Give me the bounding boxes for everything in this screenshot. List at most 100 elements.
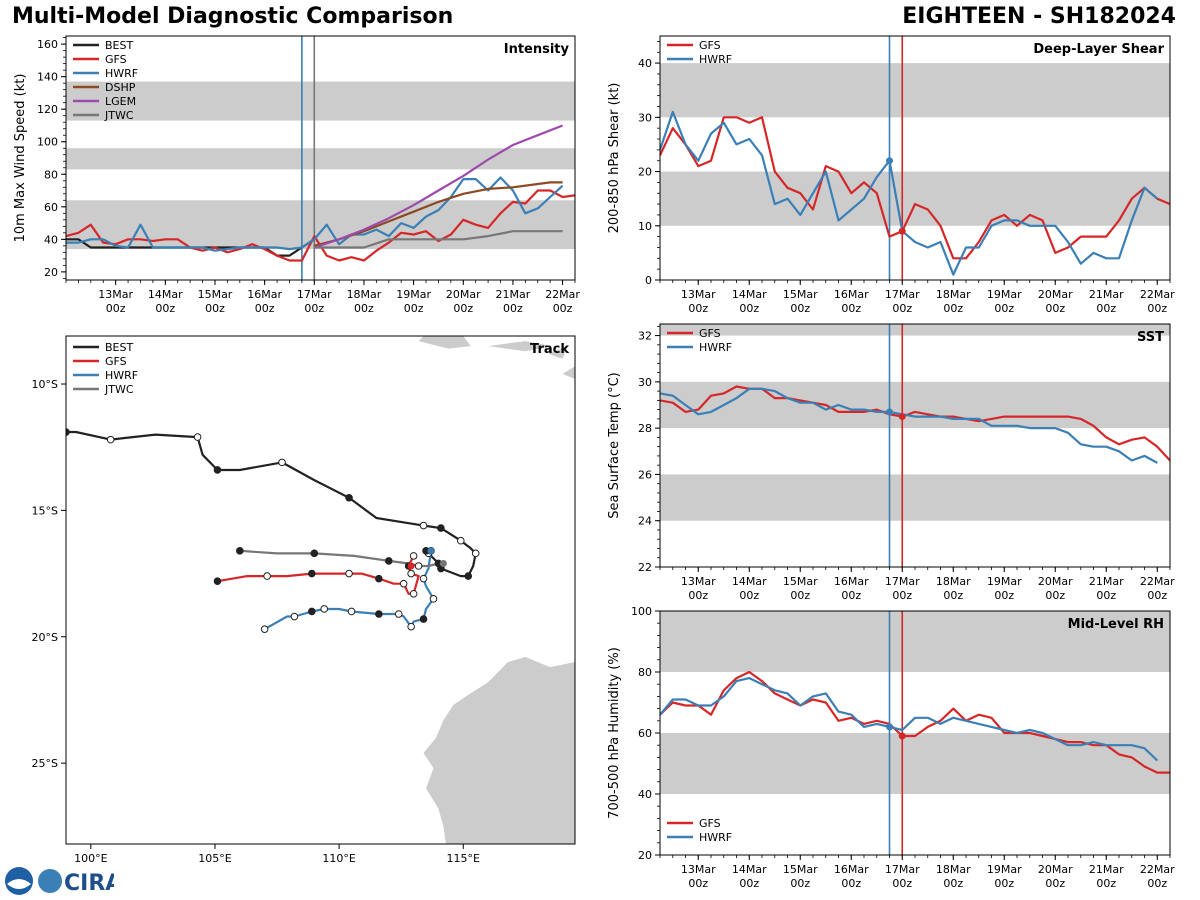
x-tick-hour-label: 00z bbox=[994, 877, 1014, 890]
land-island bbox=[418, 336, 471, 349]
threshold-band bbox=[66, 81, 575, 121]
x-tick-date-label: 17Mar bbox=[297, 288, 332, 301]
series-line-hwrf bbox=[66, 176, 564, 252]
x-tick-hour-label: 00z bbox=[453, 302, 473, 315]
track-point-best bbox=[213, 466, 222, 474]
legend-label-jtwc: JTWC bbox=[104, 109, 134, 122]
x-tick-date-label: 18Mar bbox=[936, 288, 971, 301]
track-point-hwrf bbox=[394, 610, 403, 618]
track-point-hwrf bbox=[375, 610, 383, 618]
legend-label-gfs: GFS bbox=[105, 355, 127, 368]
track-point-jtwc bbox=[384, 557, 393, 565]
y-axis-label: Sea Surface Temp (°C) bbox=[607, 372, 622, 519]
legend-label-gfs: GFS bbox=[105, 53, 127, 66]
series-line-hwrf bbox=[660, 110, 1159, 276]
lat-tick-label: 15°S bbox=[32, 504, 58, 517]
gfs-init-marker bbox=[898, 732, 906, 740]
y-tick-label: 40 bbox=[638, 57, 652, 70]
track-point-jtwc bbox=[310, 549, 319, 558]
legend-label-hwrf: HWRF bbox=[699, 341, 732, 354]
threshold-band bbox=[660, 63, 1170, 118]
hwrf-init-marker bbox=[886, 408, 893, 416]
x-tick-date-label: 13Mar bbox=[681, 575, 716, 588]
y-tick-label: 30 bbox=[638, 376, 652, 389]
x-tick-hour-label: 00z bbox=[1045, 302, 1065, 315]
globe-icon bbox=[38, 869, 62, 893]
legend-label-gfs: GFS bbox=[699, 817, 721, 830]
rh-panel: 2040608010013Mar00z14Mar00z15Mar00z16Mar… bbox=[607, 605, 1175, 890]
legend-label-jtwc: JTWC bbox=[104, 383, 134, 396]
x-tick-hour-label: 00z bbox=[1147, 302, 1167, 315]
x-tick-hour-label: 00z bbox=[841, 877, 861, 890]
x-tick-hour-label: 00z bbox=[892, 589, 912, 602]
track-point-hwrf bbox=[320, 605, 329, 613]
x-tick-hour-label: 00z bbox=[255, 302, 275, 315]
x-tick-date-label: 13Mar bbox=[98, 288, 133, 301]
track-point-hwrf bbox=[419, 615, 428, 623]
x-tick-hour-label: 00z bbox=[106, 302, 126, 315]
lat-tick-label: 10°S bbox=[32, 378, 58, 391]
track-point-gfs bbox=[308, 569, 316, 578]
track-point-hwrf bbox=[429, 595, 438, 603]
x-tick-date-label: 14Mar bbox=[732, 575, 767, 588]
x-tick-date-label: 20Mar bbox=[1038, 863, 1073, 876]
y-tick-label: 28 bbox=[638, 422, 652, 435]
x-tick-hour-label: 00z bbox=[155, 302, 175, 315]
track-plot-area bbox=[66, 336, 575, 844]
x-tick-date-label: 20Mar bbox=[1038, 288, 1073, 301]
y-tick-label: 100 bbox=[631, 605, 652, 618]
threshold-band bbox=[66, 200, 575, 250]
y-tick-label: 120 bbox=[37, 103, 58, 116]
y-tick-label: 20 bbox=[44, 266, 58, 279]
x-tick-date-label: 17Mar bbox=[885, 288, 920, 301]
y-tick-label: 30 bbox=[638, 111, 652, 124]
x-tick-date-label: 21Mar bbox=[1089, 575, 1124, 588]
x-tick-date-label: 19Mar bbox=[396, 288, 431, 301]
rh-frame bbox=[659, 610, 1171, 856]
rh-plot-area bbox=[660, 611, 1170, 855]
x-tick-hour-label: 00z bbox=[1147, 877, 1167, 890]
legend-label-gfs: GFS bbox=[699, 327, 721, 340]
x-tick-date-label: 20Mar bbox=[1038, 575, 1073, 588]
x-tick-date-label: 14Mar bbox=[732, 288, 767, 301]
legend-label-gfs: GFS bbox=[699, 39, 721, 52]
track-point-gfs bbox=[345, 569, 353, 578]
legend-label-best: BEST bbox=[105, 39, 133, 52]
track-point-best bbox=[106, 435, 115, 444]
x-tick-hour-label: 00z bbox=[994, 589, 1014, 602]
x-tick-date-label: 16Mar bbox=[834, 288, 869, 301]
jtwc-start-marker bbox=[439, 559, 447, 567]
noaa-cira-logo-icon: CIRA bbox=[5, 867, 114, 896]
threshold-band bbox=[660, 611, 1170, 672]
storm-id-title: EIGHTEEN - SH182024 bbox=[902, 4, 1176, 29]
y-tick-label: 20 bbox=[638, 166, 652, 179]
x-tick-hour-label: 00z bbox=[503, 302, 523, 315]
intensity-plot-area bbox=[66, 36, 575, 280]
sst-frame bbox=[659, 323, 1171, 568]
track-point-gfs bbox=[375, 574, 383, 583]
x-tick-hour-label: 00z bbox=[688, 589, 708, 602]
x-tick-date-label: 15Mar bbox=[783, 575, 818, 588]
hwrf-start-marker bbox=[427, 547, 435, 555]
track-point-gfs bbox=[213, 577, 222, 585]
y-tick-label: 100 bbox=[37, 136, 58, 149]
intensity-panel-title: Intensity bbox=[504, 42, 570, 57]
track-point-jtwc bbox=[236, 547, 244, 555]
x-tick-hour-label: 00z bbox=[1096, 302, 1116, 315]
lon-tick-label: 115°E bbox=[447, 852, 480, 865]
x-tick-date-label: 19Mar bbox=[987, 288, 1022, 301]
legend-label-hwrf: HWRF bbox=[699, 831, 732, 844]
shear-panel: 01020304013Mar00z14Mar00z15Mar00z16Mar00… bbox=[607, 35, 1175, 315]
series-line-gfs bbox=[660, 116, 1170, 260]
lon-tick-label: 100°E bbox=[74, 852, 107, 865]
y-tick-label: 32 bbox=[638, 330, 652, 343]
sst-panel-title: SST bbox=[1137, 330, 1164, 345]
x-tick-date-label: 14Mar bbox=[148, 288, 183, 301]
sst-plot-area bbox=[660, 324, 1170, 567]
track-point-best bbox=[345, 493, 353, 502]
series-line-hwrf bbox=[660, 387, 1158, 464]
track-panel-title: Track bbox=[530, 342, 569, 357]
x-tick-date-label: 19Mar bbox=[987, 575, 1022, 588]
x-tick-hour-label: 00z bbox=[1096, 589, 1116, 602]
x-tick-hour-label: 00z bbox=[892, 302, 912, 315]
